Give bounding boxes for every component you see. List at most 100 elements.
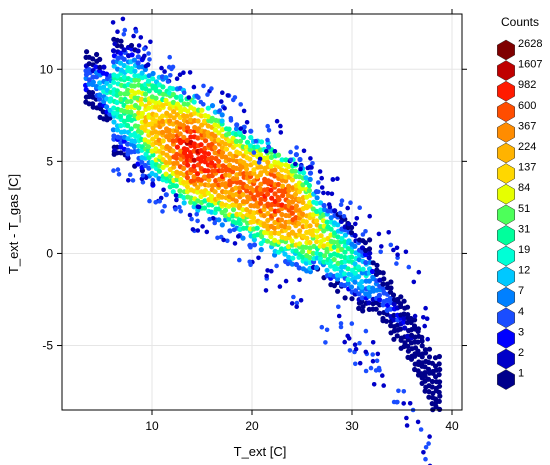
hexbin-cell — [205, 168, 211, 174]
hexbin-cell — [303, 244, 309, 250]
hexbin-cell — [86, 61, 92, 67]
hexbin-cell — [212, 168, 218, 174]
hexbin-cell — [380, 315, 386, 322]
hexbin-cell — [276, 230, 282, 236]
hexbin-cell — [170, 133, 176, 139]
hexbin-cell — [233, 198, 239, 204]
hexbin-cell — [112, 147, 117, 153]
hexbin-cell — [230, 169, 236, 175]
hexbin-cell — [266, 128, 272, 133]
hexbin-cell — [226, 126, 232, 132]
hexbin-cell — [236, 234, 241, 239]
hexbin-cell — [140, 55, 146, 61]
hexbin-cell — [146, 139, 152, 145]
hexbin-cell — [150, 177, 156, 183]
hexbin-cell — [353, 221, 358, 227]
legend-label: 4 — [518, 306, 524, 318]
hexbin-cell — [251, 242, 258, 248]
hexbin-cell — [265, 217, 271, 223]
hexbin-cell — [258, 164, 264, 170]
hexbin-cell — [370, 260, 376, 266]
hexbin-cell — [195, 162, 201, 168]
hexbin-cell — [195, 171, 201, 177]
y-tick-label: 0 — [46, 246, 53, 260]
hexbin-cell — [178, 108, 184, 114]
hexbin-cell — [212, 145, 218, 151]
legend-swatch — [497, 101, 515, 123]
hexbin-cell — [209, 193, 215, 200]
hexbin-cell — [349, 296, 355, 302]
hexbin-cell — [357, 340, 362, 346]
hexbin-cell — [233, 185, 239, 191]
hexbin-cell — [269, 195, 275, 201]
hexbin-cell — [234, 175, 240, 181]
hexbin-cell — [288, 149, 293, 155]
hexbin-cell — [192, 110, 198, 116]
hexbin-cell — [359, 299, 365, 305]
hexbin-cell — [146, 144, 152, 150]
hexbin-cell — [363, 260, 369, 266]
hexbin-cell — [280, 192, 286, 199]
hexbin-cell — [381, 383, 387, 388]
hexbin-cell — [153, 200, 158, 205]
hexbin-cell — [330, 177, 336, 182]
hexbin-cell — [289, 229, 295, 235]
hexbin-cell — [110, 48, 117, 54]
hexbin-cell — [219, 112, 225, 118]
hexbin-cell — [321, 237, 327, 243]
legend-label: 31 — [518, 223, 530, 235]
hexbin-cell — [314, 208, 320, 214]
hexbin-cell — [293, 248, 299, 254]
hexbin-cell — [125, 104, 131, 110]
hexbin-cell — [436, 383, 443, 389]
legend-label: 51 — [518, 203, 530, 215]
legend-swatch — [497, 204, 515, 226]
hexbin-cell — [215, 235, 220, 241]
hexbin-cell — [272, 149, 278, 154]
hexbin-cell — [230, 135, 236, 141]
hexbin-cell — [195, 204, 201, 209]
hexbin-cell — [354, 216, 360, 221]
hexbin-cell — [411, 279, 417, 285]
hexbin-cell — [205, 114, 211, 120]
hexbin-cell — [209, 155, 215, 161]
hexbin-cell — [111, 133, 117, 139]
hexbin-cell — [272, 191, 278, 197]
hexbin-cell — [152, 129, 159, 135]
hexbin-cell — [371, 382, 377, 387]
hexbin-cell — [133, 29, 139, 34]
hexbin-cell — [412, 313, 418, 319]
y-tick-label: 5 — [46, 154, 53, 168]
hexbin-cell — [425, 336, 431, 342]
hexbin-cell — [359, 284, 365, 290]
hexbin-cell — [147, 57, 152, 62]
legend-swatch — [497, 369, 515, 390]
hexbin-cell — [283, 278, 289, 284]
hexbin-cell — [145, 78, 152, 84]
hexbin-cell — [131, 33, 136, 39]
hexbin-cell — [181, 195, 187, 201]
hexbin-cell — [223, 172, 229, 178]
hexbin-cell — [323, 340, 328, 345]
hexbin-cell — [244, 188, 250, 194]
hexbin-cell — [181, 134, 187, 140]
hexbin-cell — [188, 134, 194, 140]
hexbin-cell — [163, 159, 169, 166]
hexbin-cell — [140, 173, 146, 178]
hexbin-cell — [212, 133, 218, 139]
hexbin-cell — [374, 358, 380, 364]
hexbin-cell — [429, 384, 435, 390]
hexbin-cell — [297, 241, 303, 247]
hexbin-cell — [279, 157, 285, 163]
hexbin-cell — [325, 191, 331, 196]
hexbin-cell — [174, 160, 180, 166]
hexbin-cell — [171, 115, 177, 121]
hexbin-cell — [232, 241, 238, 246]
hexbin-cell — [388, 242, 394, 248]
hexbin-cell — [173, 94, 180, 100]
hexbin-cell — [131, 57, 137, 63]
hexbin-cell — [258, 170, 264, 176]
hexbin-cell — [324, 267, 330, 273]
hexbin-cell — [310, 228, 316, 234]
hexbin-cell — [184, 113, 190, 119]
